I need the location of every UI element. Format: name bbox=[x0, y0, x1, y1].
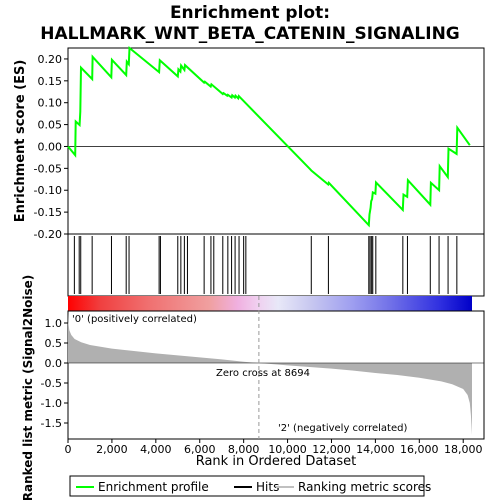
chart-title-line1: Enrichment plot: bbox=[170, 3, 330, 23]
metric-y-tick-label: -1.5 bbox=[41, 417, 62, 430]
color-bar-gradient bbox=[68, 296, 472, 311]
hit-lines bbox=[73, 236, 458, 294]
x-tick-label: 2,000 bbox=[96, 443, 128, 456]
es-y-tick-label: 0.10 bbox=[38, 97, 63, 110]
x-tick-label: 6,000 bbox=[184, 443, 216, 456]
x-tick-label: 12,000 bbox=[312, 443, 351, 456]
legend-hits-label: Hits bbox=[256, 480, 279, 494]
es-y-tick-label: -0.15 bbox=[34, 206, 62, 219]
hits-panel bbox=[67, 233, 485, 297]
es-y-tick-label: 0.00 bbox=[38, 140, 63, 153]
zero-cross-label: Zero cross at 8694 bbox=[216, 368, 310, 379]
metric-y-tick-label: 0.5 bbox=[45, 337, 63, 350]
x-axis-label: Rank in Ordered Dataset bbox=[196, 454, 357, 469]
legend-enrichment-label: Enrichment profile bbox=[98, 480, 209, 494]
metric-y-tick-label: 0.0 bbox=[45, 357, 63, 370]
legend-metric-label: Ranking metric scores bbox=[298, 480, 431, 494]
x-tick-label: 0 bbox=[65, 443, 72, 456]
negative-correlation-label: '2' (negatively correlated) bbox=[278, 423, 407, 434]
metric-y-axis-label: Ranked list metric (Signal2Noise) bbox=[21, 275, 35, 500]
es-y-tick-label: -0.10 bbox=[34, 184, 62, 197]
x-axis: 0 2,000 4,000 6,000 8,000 10,000 12,000 14,000 1… bbox=[65, 439, 483, 456]
es-panel-frame bbox=[67, 47, 485, 235]
metric-y-tick-label: -0.5 bbox=[41, 377, 62, 390]
chart-title-line2: HALLMARK_WNT_BETA_CATENIN_SIGNALING bbox=[40, 24, 460, 44]
x-tick-label: 4,000 bbox=[140, 443, 172, 456]
es-y-axis: -0.20 -0.15 -0.10 -0.05 0.00 0.05 0.10 0.15 0.20 bbox=[34, 53, 68, 241]
metric-panel: -1.5 -1.0 -0.5 0.0 0.5 1.0 '0' (positively co… bbox=[21, 275, 485, 500]
x-tick-label: 16,000 bbox=[400, 443, 439, 456]
x-tick-label: 14,000 bbox=[356, 443, 395, 456]
ranking-metric-area bbox=[68, 311, 472, 435]
es-panel: -0.20 -0.15 -0.10 -0.05 0.00 0.05 0.10 0.15 0.20… bbox=[13, 45, 485, 241]
metric-y-tick-label: -1.0 bbox=[41, 397, 62, 410]
x-tick-label: 18,000 bbox=[444, 443, 483, 456]
es-y-tick-label: -0.20 bbox=[34, 228, 62, 241]
metric-y-tick-label: 1.0 bbox=[45, 317, 63, 330]
enrichment-profile-line bbox=[67, 45, 471, 228]
es-y-tick-label: 0.05 bbox=[38, 119, 63, 132]
es-y-tick-label: -0.05 bbox=[34, 162, 62, 175]
positive-correlation-label: '0' (positively correlated) bbox=[72, 314, 197, 325]
es-y-tick-label: 0.20 bbox=[38, 53, 63, 66]
hits-panel-frame bbox=[67, 233, 485, 297]
es-y-tick-label: 0.15 bbox=[38, 75, 63, 88]
x-tick-label: 10,000 bbox=[268, 443, 307, 456]
es-y-axis-label: Enrichment score (ES) bbox=[13, 60, 28, 223]
metric-y-axis: -1.5 -1.0 -0.5 0.0 0.5 1.0 bbox=[41, 317, 68, 430]
x-tick-label: 8,000 bbox=[228, 443, 260, 456]
rank-color-bar bbox=[68, 296, 472, 311]
legend: Enrichment profile Hits Ranking metric s… bbox=[69, 475, 431, 497]
